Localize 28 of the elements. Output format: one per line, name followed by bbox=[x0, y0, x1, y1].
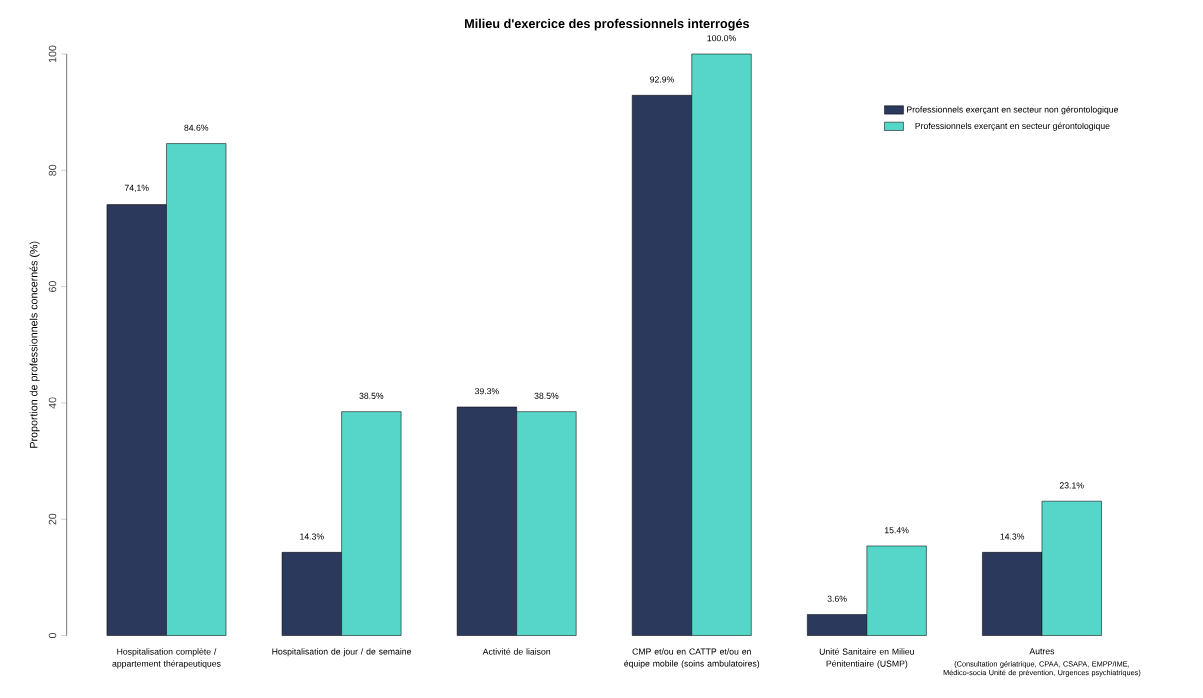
data-label: 14.3% bbox=[300, 533, 324, 540]
data-label: 23.1% bbox=[1059, 482, 1084, 489]
data-label: 39.3% bbox=[474, 388, 499, 395]
data-label: 14.3% bbox=[1000, 533, 1025, 540]
x-tick-label: Hospitalisation de jour / de semaine bbox=[272, 648, 412, 657]
data-label: 92.9% bbox=[650, 76, 674, 83]
x-tick-label: Autres bbox=[1029, 648, 1055, 655]
y-tick-label: 40 bbox=[48, 397, 57, 409]
y-tick-label: 100 bbox=[48, 45, 57, 63]
data-label: 3.6% bbox=[827, 595, 847, 603]
chart-title: Milieu d'exercice des professionnels interrogés bbox=[465, 18, 750, 31]
y-tick-label: 0 bbox=[48, 633, 57, 639]
y-axis-title: Proportion de professionnels concernés (%) bbox=[29, 241, 40, 448]
y-tick-label: 60 bbox=[48, 281, 57, 293]
legend-label: Professionnels exerçant en secteur gérontologique bbox=[915, 122, 1110, 131]
legend-label: Professionnels exerçant en secteur non gérontologique bbox=[907, 106, 1119, 115]
data-label: 15.4% bbox=[885, 527, 909, 534]
y-tick-label: 80 bbox=[48, 165, 57, 177]
x-tick-label: CMP et/ou en CATTP et/ou en équipe mobile (soins ambulatoires) bbox=[624, 648, 760, 669]
data-label: 38.5% bbox=[534, 393, 559, 400]
x-tick-label: Hospitalisation complète / appartement thérapeutiques bbox=[112, 648, 221, 669]
y-tick-label: 20 bbox=[48, 513, 57, 525]
data-label: 74,1% bbox=[124, 185, 149, 193]
data-label: 84.6% bbox=[184, 124, 209, 132]
x-tick-label: Activité de liaison bbox=[482, 648, 551, 655]
data-label: 38.5% bbox=[359, 393, 384, 400]
data-label: 100.0% bbox=[707, 35, 736, 42]
x-tick-label: Unité Sanitaire en Milieu Pénitentiaire (USMP) bbox=[819, 648, 914, 669]
